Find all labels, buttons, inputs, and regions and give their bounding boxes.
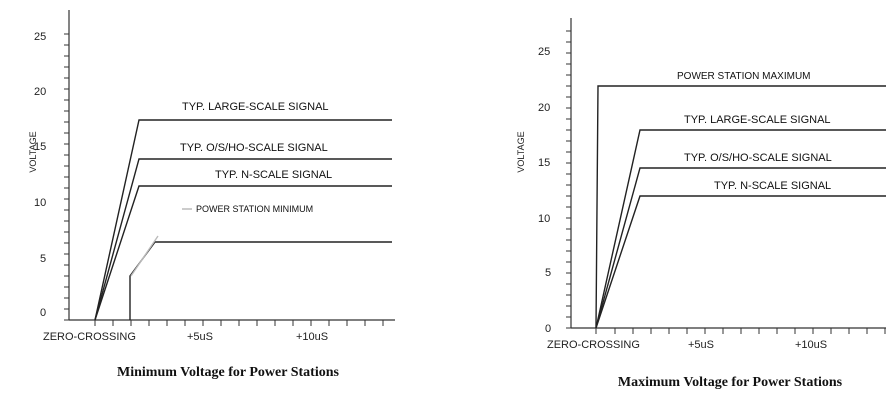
- left-y-tick-15: 15: [34, 141, 46, 153]
- left-y-tick-0: 0: [40, 307, 46, 319]
- left-x-tick-5us: +5uS: [187, 331, 213, 343]
- left-axis-ticks: [64, 33, 384, 326]
- right-axis-ticks: [566, 30, 886, 334]
- right-trace-n-scale: [595, 195, 886, 329]
- right-y-tick-5: 5: [545, 267, 551, 279]
- right-x-tick-5us: +5uS: [688, 339, 714, 351]
- right-trace-large-scale: [595, 129, 886, 329]
- left-trace-large-scale: [94, 119, 392, 321]
- left-x-tick-zero-crossing: ZERO-CROSSING: [43, 331, 136, 343]
- right-x-tick-zero-crossing: ZERO-CROSSING: [547, 339, 640, 351]
- right-y-tick-10: 10: [538, 213, 550, 225]
- left-label-n-scale: TYP. N-SCALE SIGNAL: [215, 169, 332, 181]
- right-y-axis-label: VOLTAGE: [516, 131, 526, 172]
- left-min-leader-line: [130, 208, 192, 277]
- left-trace-ohoscale: [94, 158, 392, 321]
- left-chart-title: Minimum Voltage for Power Stations: [117, 365, 339, 380]
- left-y-tick-25: 25: [34, 31, 46, 43]
- right-x-tick-10us: +10uS: [795, 339, 827, 351]
- left-trace-power-station-minimum: [129, 241, 392, 320]
- right-trace-power-station-maximum: [595, 85, 886, 329]
- right-y-tick-20: 20: [538, 102, 550, 114]
- right-y-tick-0: 0: [545, 323, 551, 335]
- right-chart-title: Maximum Voltage for Power Stations: [618, 375, 843, 390]
- right-label-large-scale: TYP. LARGE-SCALE SIGNAL: [684, 114, 831, 126]
- right-label-n-scale: TYP. N-SCALE SIGNAL: [714, 180, 831, 192]
- left-y-tick-5: 5: [40, 253, 46, 265]
- left-label-large-scale: TYP. LARGE-SCALE SIGNAL: [182, 101, 329, 113]
- right-trace-ohoscale: [595, 167, 886, 329]
- right-label-power-station-maximum: POWER STATION MAXIMUM: [677, 71, 811, 82]
- left-trace-n-scale: [94, 185, 392, 321]
- right-y-tick-15: 15: [538, 157, 550, 169]
- chart-min-voltage: VOLTAGE 0 5 10 15 20 25 ZERO-CROSSING +5…: [28, 10, 395, 380]
- left-y-tick-10: 10: [34, 197, 46, 209]
- left-label-ohoscale: TYP. O/S/HO-SCALE SIGNAL: [180, 142, 328, 154]
- chart-max-voltage: VOLTAGE 0 5 10 15 20 25 ZERO-CROSSING +5…: [516, 18, 886, 390]
- right-label-ohoscale: TYP. O/S/HO-SCALE SIGNAL: [684, 152, 832, 164]
- left-y-tick-20: 20: [34, 86, 46, 98]
- right-y-tick-25: 25: [538, 46, 550, 58]
- left-x-tick-10us: +10uS: [296, 331, 328, 343]
- left-y-axis-label: VOLTAGE: [28, 131, 38, 172]
- left-label-power-station-minimum: POWER STATION MINIMUM: [196, 204, 313, 214]
